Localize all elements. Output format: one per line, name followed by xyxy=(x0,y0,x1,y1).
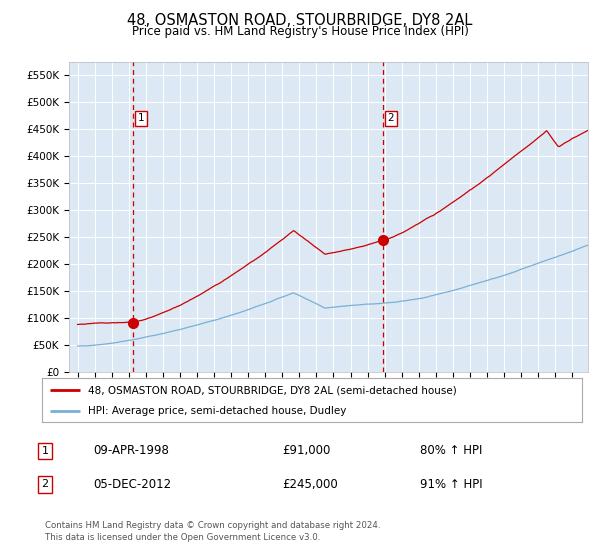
Text: 2: 2 xyxy=(41,479,49,489)
Text: HPI: Average price, semi-detached house, Dudley: HPI: Average price, semi-detached house,… xyxy=(88,406,346,416)
Text: 80% ↑ HPI: 80% ↑ HPI xyxy=(420,444,482,458)
Text: 1: 1 xyxy=(137,113,144,123)
Text: 05-DEC-2012: 05-DEC-2012 xyxy=(93,478,171,491)
Text: Contains HM Land Registry data © Crown copyright and database right 2024.
This d: Contains HM Land Registry data © Crown c… xyxy=(45,521,380,542)
Text: Price paid vs. HM Land Registry's House Price Index (HPI): Price paid vs. HM Land Registry's House … xyxy=(131,25,469,38)
Text: £91,000: £91,000 xyxy=(282,444,331,458)
Text: 09-APR-1998: 09-APR-1998 xyxy=(93,444,169,458)
Text: 48, OSMASTON ROAD, STOURBRIDGE, DY8 2AL: 48, OSMASTON ROAD, STOURBRIDGE, DY8 2AL xyxy=(127,13,473,28)
Text: 91% ↑ HPI: 91% ↑ HPI xyxy=(420,478,482,491)
Text: £245,000: £245,000 xyxy=(282,478,338,491)
Text: 48, OSMASTON ROAD, STOURBRIDGE, DY8 2AL (semi-detached house): 48, OSMASTON ROAD, STOURBRIDGE, DY8 2AL … xyxy=(88,385,457,395)
Text: 1: 1 xyxy=(41,446,49,456)
Text: 2: 2 xyxy=(388,113,394,123)
